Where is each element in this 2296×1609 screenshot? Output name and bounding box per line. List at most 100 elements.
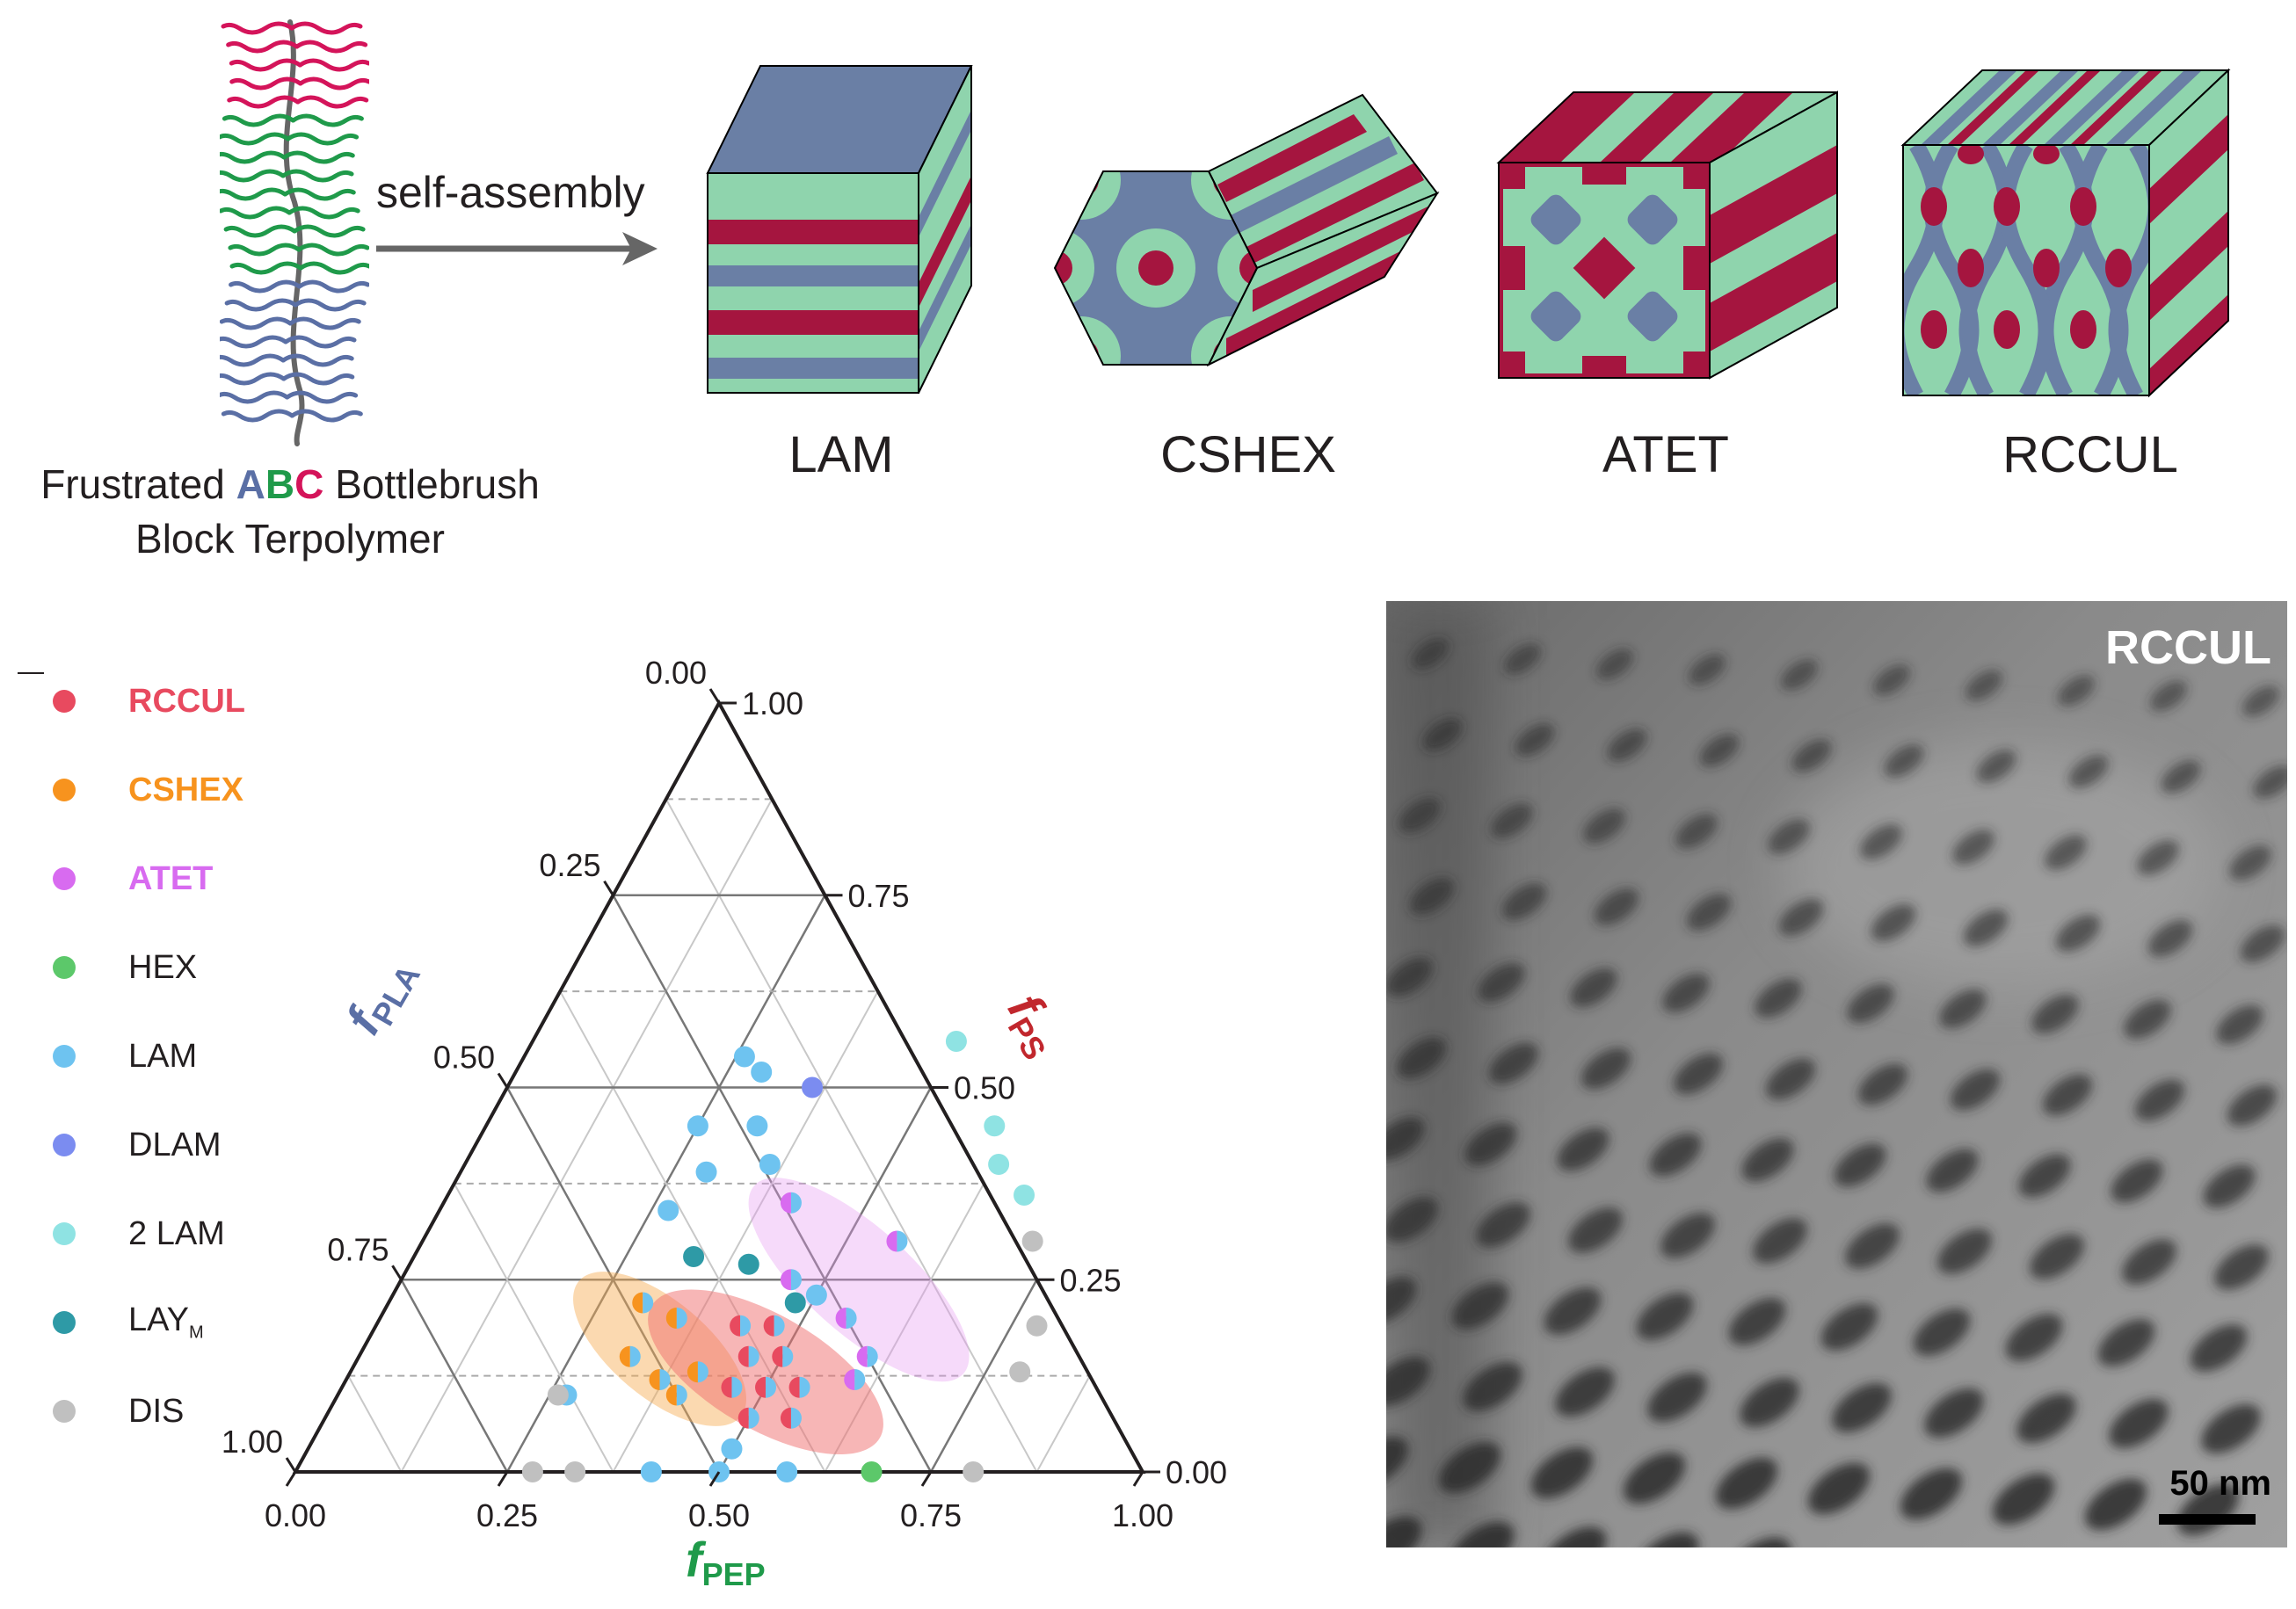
tem-domain [1939, 989, 1987, 1029]
tem-domain [1623, 1452, 1686, 1504]
tem-domain [2240, 924, 2285, 963]
side-chain [287, 206, 360, 220]
tem-domain [1872, 664, 1911, 696]
tem-domain [2124, 999, 2171, 1040]
side-chain [220, 132, 291, 146]
tem-domain [1913, 1308, 1971, 1356]
data-point [748, 1407, 759, 1429]
side-chain [280, 353, 354, 367]
tick-label: 1.00 [222, 1424, 283, 1460]
tem-domain [1542, 1526, 1607, 1547]
self-assembly-label: self-assembly [376, 168, 645, 217]
data-point [788, 1376, 800, 1398]
data-point [632, 1292, 643, 1314]
legend-marker [53, 1400, 76, 1423]
tem-domain [1741, 1138, 1794, 1182]
polymer-title: Frustrated ABC Bottlebrush Block Terpoly… [40, 461, 540, 562]
tem-domain [1660, 1213, 1715, 1258]
tem-domain [1570, 968, 1617, 1008]
scale-bar-label: 50 nm [2169, 1464, 2271, 1503]
tick-label: 0.00 [1166, 1454, 1227, 1490]
grid-line [1035, 1375, 1091, 1473]
tem-domain [1451, 1282, 1509, 1330]
data-point [945, 1031, 967, 1052]
tem-domain [1580, 1047, 1631, 1090]
data-point [782, 1345, 794, 1367]
side-chain [290, 113, 364, 127]
legend-item: DLAM [53, 1119, 222, 1171]
tem-domain [1768, 819, 1810, 854]
data-point [802, 1076, 824, 1098]
tem-domain [1924, 1388, 1984, 1439]
tem-domain [1488, 1042, 1539, 1084]
side-chain [220, 353, 286, 367]
tem-domain [1396, 1037, 1447, 1079]
side-chain [295, 95, 369, 109]
tem-domain [1557, 1127, 1609, 1171]
side-chain [296, 243, 369, 257]
atet-cube [1496, 91, 1838, 380]
legend-marker [53, 1311, 76, 1334]
tem-domain [1740, 1377, 1799, 1428]
tem-domain [2214, 1244, 2269, 1290]
tem-domain [2057, 675, 2096, 707]
bottlebrush-molecule [220, 19, 369, 446]
tem-domain [2109, 1398, 2169, 1449]
data-point [1014, 1185, 1035, 1206]
side-chain [220, 390, 290, 404]
data-point [629, 1345, 641, 1367]
legend-marker [53, 1045, 76, 1068]
data-point [748, 1345, 759, 1367]
side-chain [229, 58, 302, 72]
tem-domain [1715, 1457, 1778, 1510]
data-point [676, 1384, 687, 1406]
tem-domain [1503, 643, 1542, 675]
grid-line [347, 1375, 403, 1473]
data-point [867, 1345, 878, 1367]
tem-domain [2018, 1154, 2071, 1198]
legend-item: CSHEX [53, 764, 243, 816]
ternary-phase-diagram: 0.00 0.25 0.50 0.75 1.00 1.00 0.75 0.50 0.25 0.00… [222, 655, 1227, 1533]
tem-domain [2161, 760, 2201, 794]
legend-label: LAYM [128, 1301, 204, 1343]
tem-domain [2055, 914, 2101, 953]
scale-bar [2159, 1514, 2256, 1525]
tem-domain [1884, 744, 1924, 778]
side-chain [285, 390, 359, 404]
tem-domain [1807, 1462, 1871, 1515]
side-chain [229, 261, 303, 275]
side-chain [292, 224, 366, 238]
tem-domain [1530, 1446, 1594, 1499]
side-chain [229, 76, 303, 91]
tem-domain [1501, 882, 1547, 921]
tem-domain [1926, 1149, 1979, 1192]
tem-domain [1386, 1356, 1430, 1407]
tick-mark [497, 1072, 509, 1089]
tem-domain [1820, 1303, 1878, 1351]
tem-domain [2122, 1239, 2176, 1285]
data-point [733, 1046, 755, 1068]
tem-domain [1544, 1287, 1602, 1335]
legend-label: 2 LAM [128, 1214, 225, 1252]
tick-label: 0.75 [848, 878, 910, 914]
data-point [784, 1292, 806, 1314]
data-point [665, 1308, 677, 1329]
data-point [695, 1161, 717, 1183]
side-chain [280, 169, 354, 183]
legend-item: ATET [53, 852, 213, 905]
grid-line [665, 798, 1038, 1473]
tem-domain [1673, 1053, 1724, 1095]
side-chain [220, 335, 288, 349]
tem-domain [1675, 814, 1718, 849]
side-chain [223, 224, 297, 238]
tem-domain [1555, 1366, 1615, 1417]
data-point [790, 1192, 802, 1214]
tem-domain [1753, 1218, 1807, 1264]
tem-domain [1636, 1293, 1694, 1340]
tick-label: 1.00 [742, 685, 803, 721]
tem-title: RCCUL [2105, 621, 2271, 674]
tem-domain [1871, 903, 1916, 942]
side-chain [286, 132, 360, 146]
tem-domain [2042, 1074, 2093, 1116]
phase-label-lam: LAM [788, 426, 894, 483]
